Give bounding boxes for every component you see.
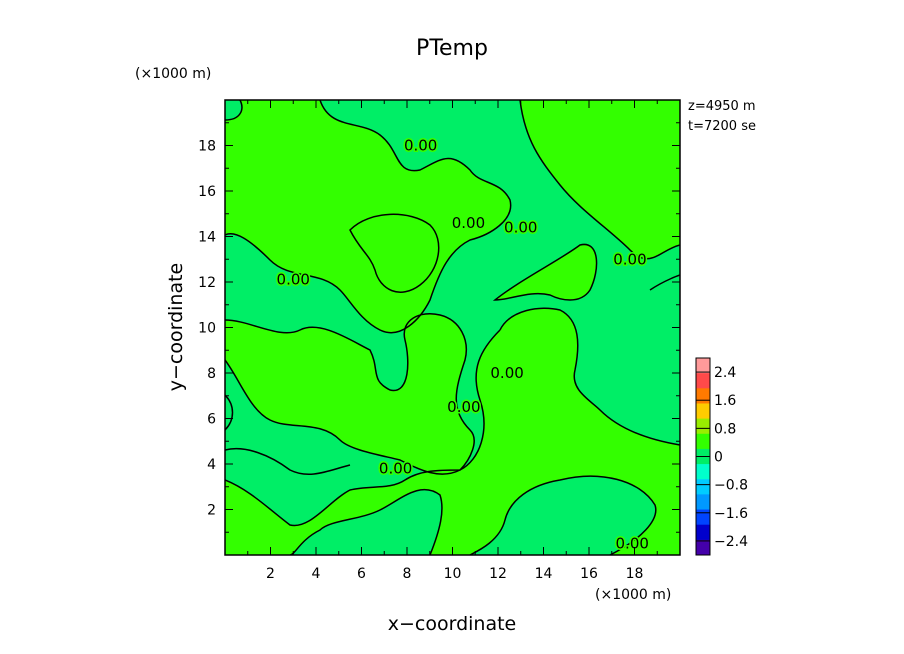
colorbar-tick-label: 1.6 — [714, 393, 736, 409]
contour-label: 0.00 — [452, 214, 485, 232]
colorbar-segment — [696, 494, 710, 511]
y-tick-label: 18 — [198, 139, 216, 155]
y-tick-label: 4 — [207, 457, 216, 473]
contour-label: 0.00 — [447, 398, 480, 416]
x-tick-label: 2 — [266, 566, 275, 582]
z-annotation: z=4950 m — [688, 99, 756, 114]
x-tick-label: 4 — [312, 566, 321, 582]
chart-title: PTemp — [416, 36, 488, 61]
positive-regions — [225, 100, 680, 555]
colorbar-segment — [696, 388, 710, 404]
colorbar-segment — [696, 418, 710, 435]
axes: 2 4 6 8 10 12 14 16 18 2 4 6 8 10 12 14 16 18 — [198, 100, 680, 582]
y-tick-label: 10 — [198, 321, 216, 337]
colorbar-tick-label: −1.6 — [714, 506, 748, 522]
colorbar-tick-label: −2.4 — [714, 534, 748, 550]
y-axis-label: y−coordinate — [165, 263, 187, 392]
colorbar-tick-label: 0.8 — [714, 421, 736, 437]
colorbar-tick-label: 0 — [714, 450, 723, 466]
y-unit-label: (×1000 m) — [135, 66, 211, 82]
colorbar-segment — [696, 524, 710, 541]
contour-lines — [225, 100, 680, 555]
y-tick-label: 2 — [207, 503, 216, 519]
contour-label: 0.00 — [490, 364, 523, 382]
y-tick-label: 8 — [207, 366, 216, 382]
t-annotation: t=7200 se — [688, 119, 756, 134]
y-tick-label: 12 — [198, 275, 216, 291]
contour-label: 0.00 — [616, 535, 649, 553]
x-tick-label: 18 — [626, 566, 644, 582]
colorbar-tick-label: 2.4 — [714, 365, 736, 381]
contour-labels: 0.00 0.00 0.00 0.00 0.00 0.00 0.00 0.00 0.00 — [275, 135, 650, 554]
x-tick-label: 8 — [403, 566, 412, 582]
colorbar-segment — [696, 464, 710, 480]
colorbar-tick-label: −0.8 — [714, 478, 748, 494]
x-axis-label: x−coordinate — [388, 613, 517, 635]
x-unit-label: (×1000 m) — [595, 587, 671, 603]
colorbar-segment — [696, 479, 710, 495]
colorbar: 2.4 1.6 0.8 0 −0.8 −1.6 −2.4 — [695, 357, 748, 556]
x-tick-label: 6 — [357, 566, 366, 582]
colorbar-segment — [696, 433, 710, 450]
colorbar-segment — [696, 403, 710, 420]
contour-label: 0.00 — [404, 137, 437, 155]
x-tick-label: 16 — [580, 566, 598, 582]
contour-label: 0.00 — [613, 250, 646, 268]
plot-field: 0.00 0.00 0.00 0.00 0.00 0.00 0.00 0.00 0.00 — [225, 100, 680, 555]
x-tick-label: 10 — [444, 566, 462, 582]
colorbar-segment — [696, 358, 710, 374]
x-tick-label: 14 — [535, 566, 553, 582]
contour-label: 0.00 — [379, 460, 412, 478]
colorbar-segment — [696, 373, 710, 389]
y-tick-label: 14 — [198, 230, 216, 246]
contour-label: 0.00 — [504, 218, 537, 236]
contour-label: 0.00 — [277, 271, 310, 289]
colorbar-segment — [696, 539, 710, 556]
colorbar-segment — [696, 509, 710, 526]
x-tick-label: 12 — [489, 566, 507, 582]
y-tick-label: 6 — [207, 412, 216, 428]
y-tick-label: 16 — [198, 184, 216, 200]
